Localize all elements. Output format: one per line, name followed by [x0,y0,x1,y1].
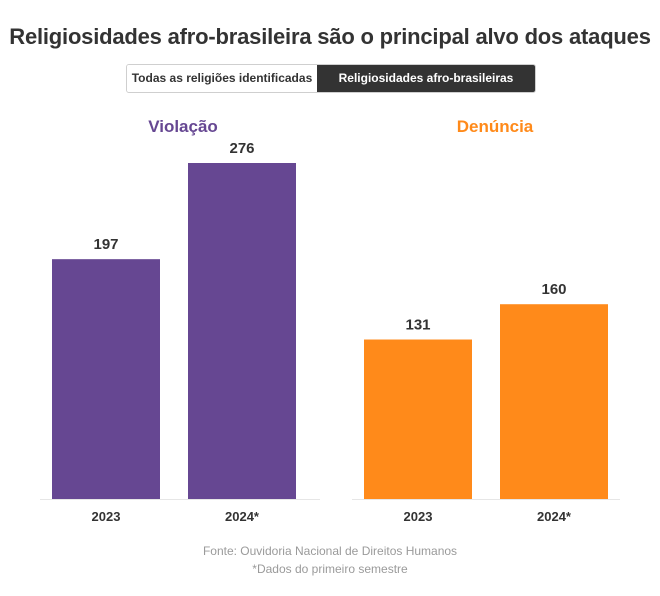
panel-title: Denúncia [457,117,534,136]
toggle-option-all-religions[interactable]: Todas as religiões identificadas [127,65,317,92]
source-note: Fonte: Ouvidoria Nacional de Direitos Hu… [202,544,458,558]
panel-title: Violação [148,117,218,136]
data-label: 197 [93,236,118,253]
toggle-option-afro-brazilian[interactable]: Religiosidades afro-brasileiras [317,65,535,92]
bar[interactable] [364,339,472,499]
dataset-toggle[interactable]: Todas as religiões identificadas Religio… [126,64,536,93]
x-tick-label: 2024* [537,509,572,524]
footnote: *Dados do primeiro semestre [252,562,408,576]
x-tick-label: 2023 [404,509,433,524]
data-label: 131 [405,317,430,334]
chart-title: Religiosidades afro-brasileira são o pri… [9,24,651,49]
bar[interactable] [500,304,608,499]
bar-charts: Violação 197 2023 276 2024* Denúncia 131 2023 16… [40,117,620,524]
data-label: 160 [541,281,566,298]
x-tick-label: 2023 [92,509,121,524]
x-tick-label: 2024* [225,509,260,524]
bar[interactable] [188,163,296,499]
bar[interactable] [52,259,160,499]
data-label: 276 [229,140,254,157]
